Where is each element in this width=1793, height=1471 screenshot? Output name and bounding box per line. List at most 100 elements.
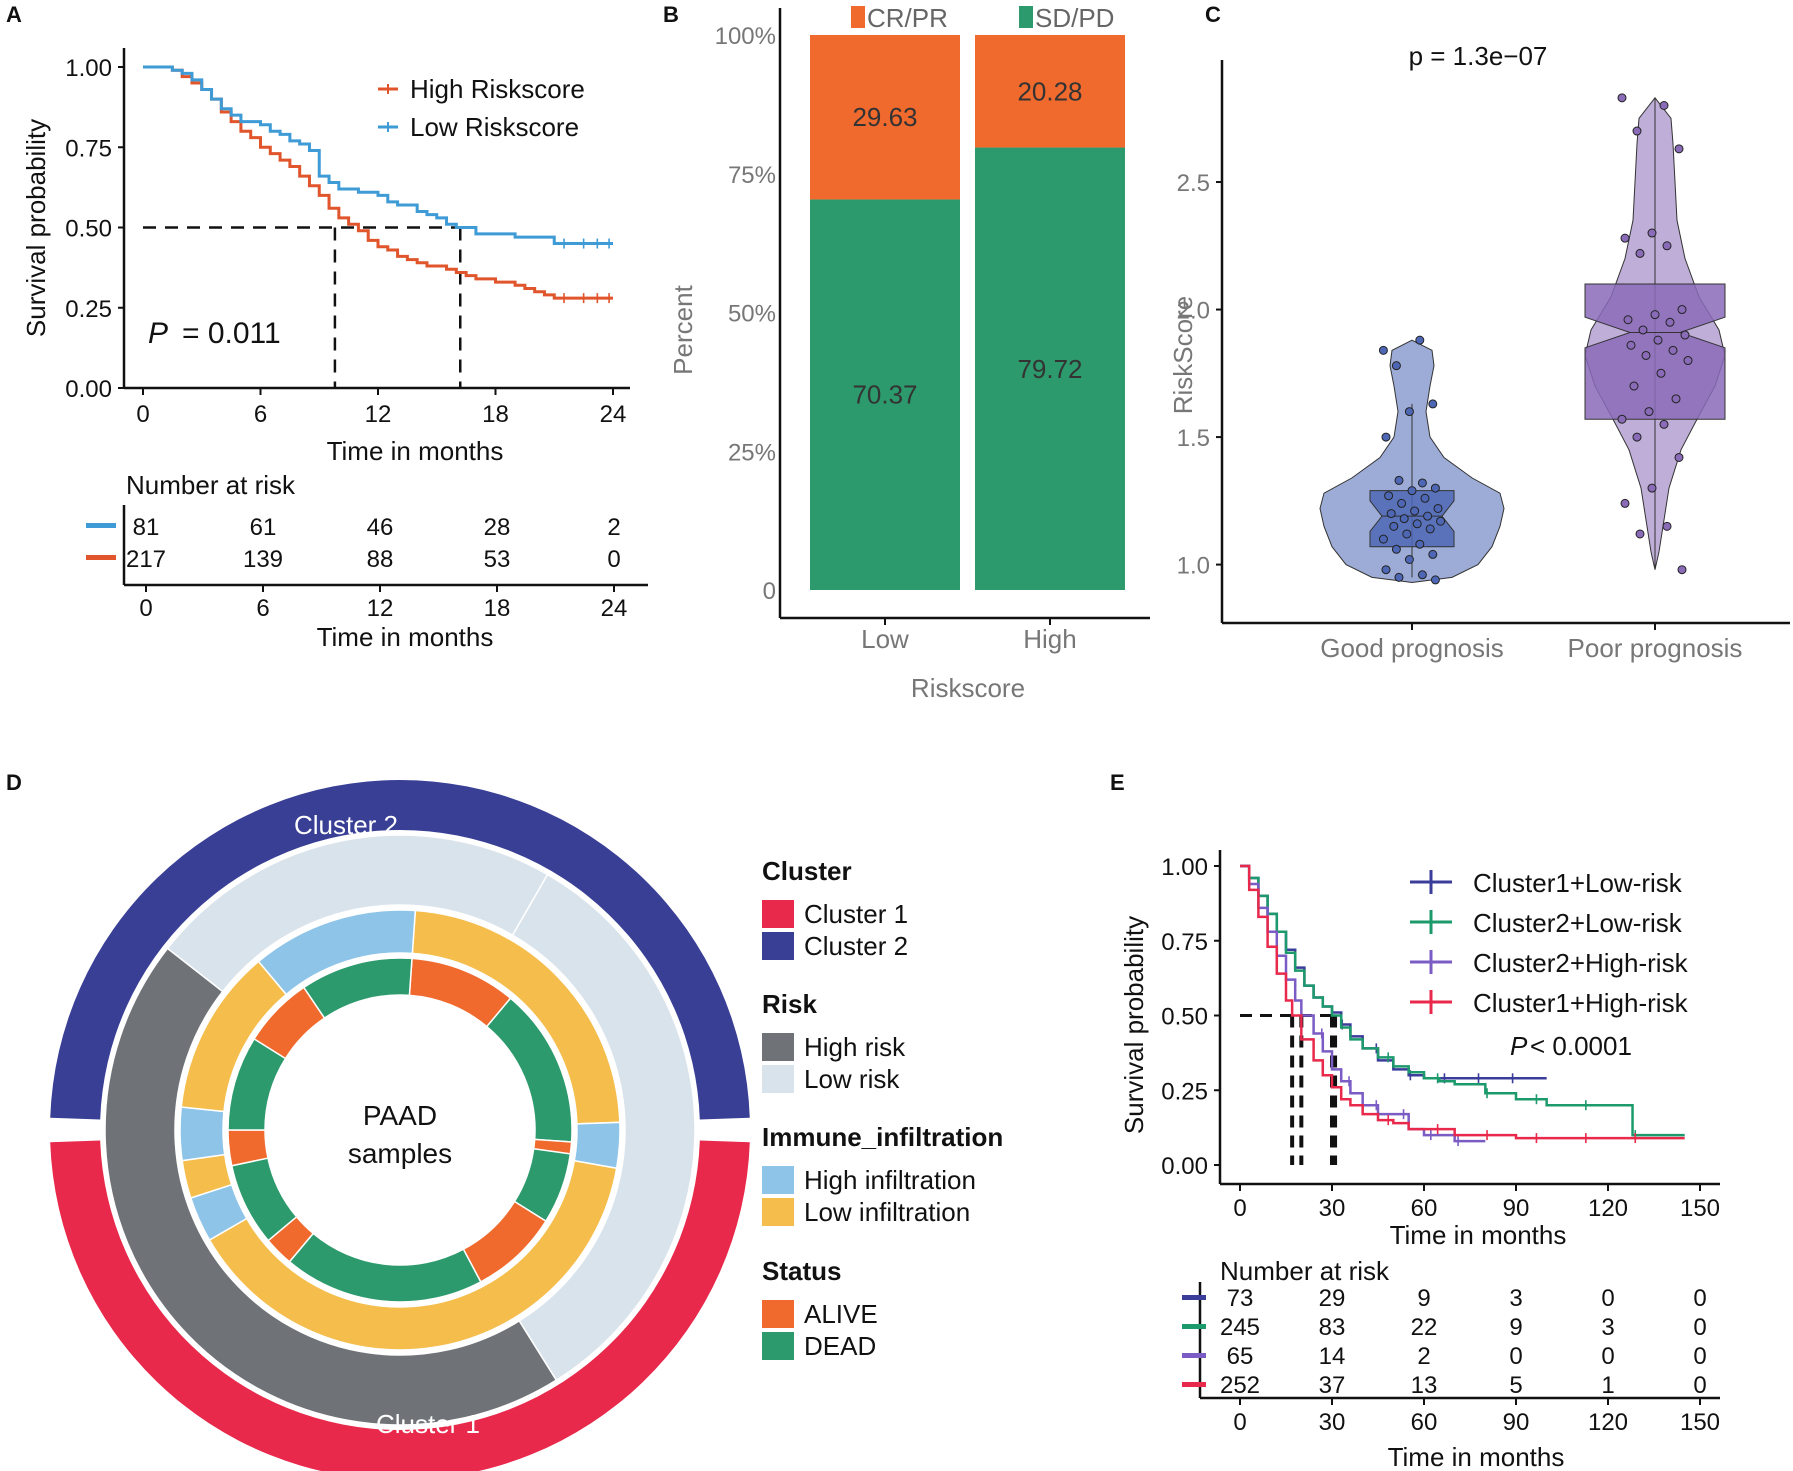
- a-risk-row-swatch: [86, 555, 116, 560]
- e-survival-curve: [1240, 864, 1486, 1143]
- e-risk-count: 2: [1417, 1343, 1430, 1370]
- c-x-tick-label: Poor prognosis: [1568, 633, 1743, 663]
- b-y-tick-label: 25%: [728, 439, 776, 466]
- d-arc-label: Cluster 1: [376, 1409, 480, 1439]
- a-y-tick-label: 0.00: [65, 376, 112, 403]
- c-data-point: [1650, 310, 1660, 320]
- c-data-point: [1638, 325, 1648, 335]
- e-risk-x-tick-label: 30: [1319, 1409, 1346, 1436]
- d-ring-segment: [166, 834, 549, 993]
- e-x-tick-label: 120: [1588, 1195, 1628, 1222]
- c-data-point: [1644, 407, 1654, 417]
- a-risk-count: 53: [484, 546, 511, 573]
- b-bar-crpr: [975, 35, 1125, 148]
- c-data-point: [1656, 368, 1666, 378]
- c-data-point: [1433, 503, 1443, 513]
- c-data-point: [1626, 340, 1636, 350]
- b-bar-label-crpr: 29.63: [852, 102, 917, 132]
- e-risk-x-axis-title: Time in months: [1388, 1442, 1565, 1471]
- c-data-point: [1391, 361, 1401, 371]
- d-legend-label: High risk: [804, 1032, 906, 1062]
- e-risk-row-swatch: [1182, 1382, 1206, 1387]
- c-data-point: [1683, 356, 1693, 366]
- c-data-point: [1647, 228, 1657, 238]
- e-risk-x-tick-label: 150: [1680, 1409, 1720, 1436]
- c-data-point: [1430, 575, 1440, 585]
- e-risk-count: 1: [1601, 1372, 1614, 1399]
- a-legend-label: Low Riskscore: [410, 112, 579, 142]
- c-data-point: [1391, 544, 1401, 554]
- panel-letter: A: [6, 2, 22, 27]
- c-data-point: [1415, 335, 1425, 345]
- c-data-point: [1428, 399, 1438, 409]
- c-data-point: [1632, 126, 1642, 136]
- b-y-axis-title: Percent: [668, 284, 698, 374]
- a-x-tick-label: 6: [254, 401, 267, 428]
- c-data-point: [1410, 506, 1420, 516]
- c-data-point: [1417, 478, 1427, 488]
- a-x-tick-label: 0: [136, 401, 149, 428]
- b-bar-label-crpr: 20.28: [1017, 76, 1082, 106]
- e-pvalue-text: < 0.0001: [1530, 1031, 1632, 1061]
- e-risk-count: 0: [1601, 1343, 1614, 1370]
- c-data-point: [1394, 475, 1404, 485]
- c-data-point: [1415, 539, 1425, 549]
- c-title: p = 1.3e−07: [1409, 41, 1548, 71]
- d-legend-title: Cluster: [762, 856, 852, 886]
- c-data-point: [1620, 498, 1630, 508]
- a-legend-label: High Riskscore: [410, 74, 585, 104]
- e-legend-label: Cluster1+High-risk: [1473, 988, 1689, 1018]
- a-risk-count: 0: [607, 546, 620, 573]
- a-risk-count: 139: [243, 546, 283, 573]
- e-y-tick-label: 0.25: [1161, 1078, 1208, 1105]
- e-risk-count: 0: [1509, 1343, 1522, 1370]
- e-risk-x-tick-label: 90: [1503, 1409, 1530, 1436]
- panel-letter: D: [6, 770, 22, 795]
- e-survival-curve: [1240, 864, 1685, 1140]
- e-y-tick-label: 0.50: [1161, 1004, 1208, 1031]
- c-data-point: [1653, 335, 1663, 345]
- c-data-point: [1635, 248, 1645, 258]
- d-legend-swatch: [762, 1033, 794, 1061]
- e-x-tick-label: 0: [1233, 1195, 1246, 1222]
- e-x-axis-title: Time in months: [1390, 1220, 1567, 1250]
- e-risk-count: 9: [1417, 1285, 1430, 1312]
- d-legend-label: ALIVE: [804, 1299, 878, 1329]
- c-data-point: [1674, 144, 1684, 154]
- c-box: [1369, 490, 1455, 548]
- b-x-tick-label: High: [1023, 624, 1076, 654]
- e-risk-count: 83: [1319, 1314, 1346, 1341]
- a-risk-table-title: Number at risk: [126, 470, 296, 500]
- e-risk-count: 22: [1411, 1314, 1438, 1341]
- d-ring-segment: [179, 1106, 226, 1162]
- c-data-point: [1402, 529, 1412, 539]
- c-data-point: [1671, 394, 1681, 404]
- e-y-tick-label: 0.75: [1161, 929, 1208, 956]
- e-x-tick-label: 60: [1411, 1195, 1438, 1222]
- c-data-point: [1647, 483, 1657, 493]
- c-data-point: [1617, 93, 1627, 103]
- d-legend-swatch: [762, 1300, 794, 1328]
- a-risk-count: 81: [133, 514, 160, 541]
- a-y-tick-label: 1.00: [65, 55, 112, 82]
- e-risk-count: 252: [1220, 1372, 1260, 1399]
- b-bar-crpr: [810, 35, 960, 200]
- d-ring-segment: [511, 873, 696, 1382]
- e-risk-count: 9: [1509, 1314, 1522, 1341]
- d-legend-title: Risk: [762, 989, 817, 1019]
- d-legend-swatch: [762, 1065, 794, 1093]
- d-legend-swatch: [762, 900, 794, 928]
- c-data-point: [1662, 241, 1672, 251]
- c-y-axis-title: RiskScore: [1168, 296, 1198, 414]
- c-data-point: [1378, 534, 1388, 544]
- d-legend-swatch: [762, 1332, 794, 1360]
- c-data-point: [1641, 350, 1651, 360]
- c-data-point: [1384, 491, 1394, 501]
- a-y-tick-label: 0.25: [65, 296, 112, 323]
- b-y-tick-label: 0: [763, 578, 776, 605]
- a-x-tick-label: 18: [482, 401, 509, 428]
- b-legend-swatch: [851, 6, 865, 28]
- e-risk-count: 65: [1227, 1343, 1254, 1370]
- a-survival-curve: [143, 65, 613, 300]
- d-ring-segment: [50, 780, 750, 1120]
